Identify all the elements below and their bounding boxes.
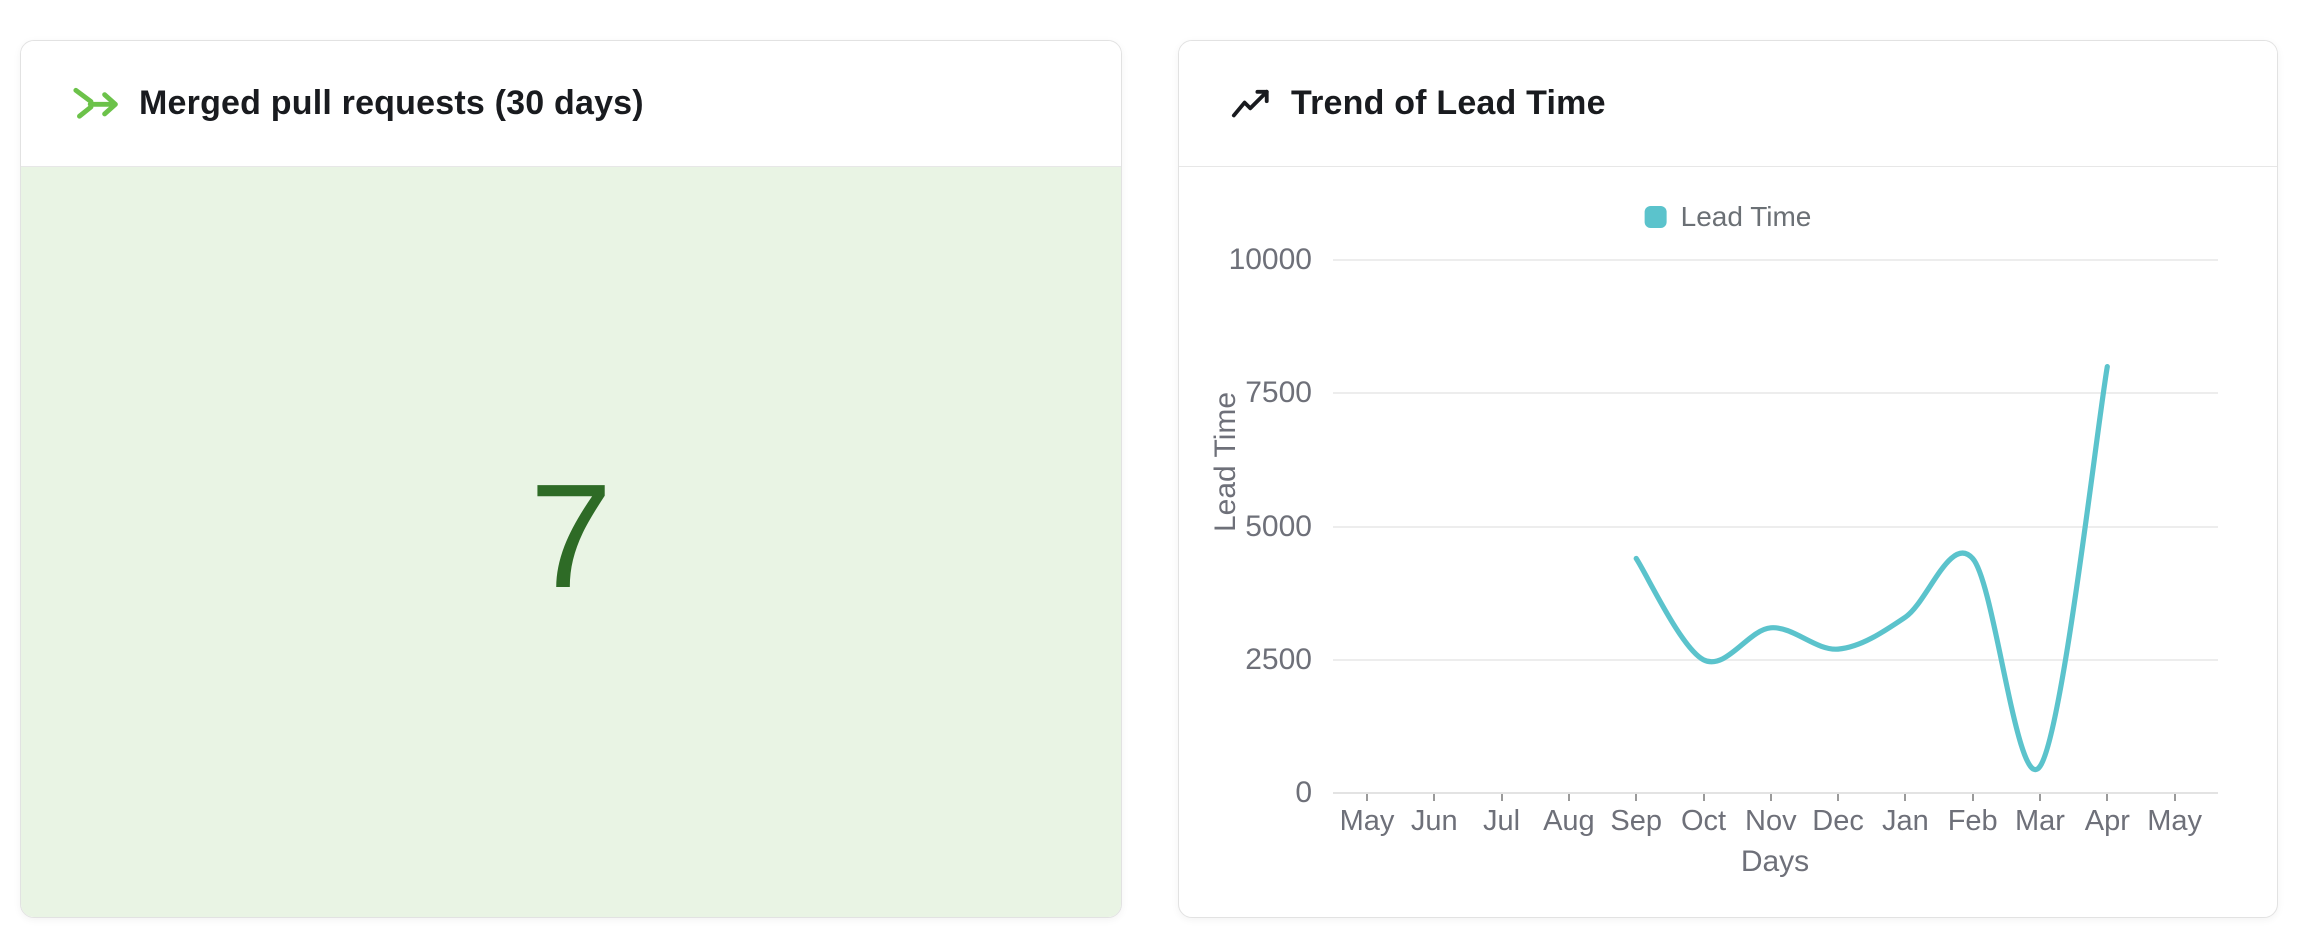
legend-item-lead-time[interactable]: Lead Time — [1644, 201, 1812, 233]
x-tick-mark — [1635, 794, 1638, 801]
x-tick-mark — [2106, 794, 2109, 801]
y-tick-label: 7500 — [1245, 376, 1312, 410]
x-tick-label: Apr — [2084, 805, 2130, 837]
git-merge-icon — [73, 86, 119, 122]
legend-swatch — [1644, 206, 1667, 228]
x-tick-mark — [1769, 794, 1772, 801]
x-axis-name: Days — [1740, 845, 1810, 878]
lead-time-chart: Lead Time 0 2500 5000 7500 10000 May Jun Jul Aug… — [1179, 167, 2277, 917]
lead-time-trend-header: Trend of Lead Time — [1179, 41, 2277, 167]
gridline — [1333, 259, 2218, 261]
trending-up-icon — [1231, 88, 1271, 120]
chart-plot-area: 0 2500 5000 7500 10000 May Jun Jul Aug Sep Oct Nov D… — [1179, 167, 2277, 917]
x-tick-mark — [1567, 794, 1570, 801]
merged-pull-requests-count: 7 — [529, 453, 613, 619]
x-tick-mark — [1500, 794, 1503, 801]
y-tick-label: 10000 — [1228, 243, 1312, 276]
x-tick-label: Dec — [1812, 805, 1864, 837]
merged-pull-requests-header: Merged pull requests (30 days) — [21, 41, 1121, 167]
x-tick-label: Feb — [1947, 805, 1998, 837]
x-tick-label: May — [1339, 805, 1395, 837]
x-axis-line — [1333, 792, 2218, 794]
y-tick-label: 0 — [1295, 776, 1312, 809]
merged-pull-requests-card: Merged pull requests (30 days) 7 — [20, 40, 1122, 918]
x-tick-label: Mar — [2015, 805, 2065, 837]
y-axis-name: Lead Time — [1209, 391, 1242, 533]
y-tick-label: 5000 — [1245, 509, 1312, 543]
x-tick-label: Jun — [1410, 805, 1458, 837]
y-tick-label: 2500 — [1245, 642, 1312, 676]
x-tick-label: Jan — [1882, 805, 1929, 837]
lead-time-trend-card: Trend of Lead Time Lead Time 0 2500 5000 75… — [1178, 40, 2278, 918]
gridline — [1333, 525, 2218, 528]
x-tick-mark — [2173, 794, 2176, 801]
x-tick-mark — [2039, 794, 2041, 801]
legend-label: Lead Time — [1680, 201, 1812, 232]
merged-pull-requests-title: Merged pull requests (30 days) — [139, 84, 644, 122]
merged-pull-requests-body: 7 — [21, 167, 1121, 917]
gridline — [1333, 658, 2218, 661]
x-tick-label: Sep — [1610, 805, 1662, 837]
lead-time-line-chart — [1633, 364, 2110, 773]
x-tick-label: Nov — [1745, 805, 1797, 837]
x-tick-mark — [1366, 794, 1368, 801]
gridline — [1333, 392, 2218, 395]
lead-time-trend-title: Trend of Lead Time — [1291, 84, 1606, 122]
x-tick-label: Jul — [1483, 805, 1521, 837]
x-tick-label: Oct — [1680, 805, 1727, 837]
x-tick-mark — [1433, 794, 1436, 801]
x-tick-mark — [1702, 794, 1705, 801]
x-tick-mark — [1971, 794, 1974, 801]
x-tick-label: Aug — [1543, 805, 1595, 837]
chart-line-lead-time — [1633, 364, 2110, 773]
x-tick-mark — [1837, 794, 1840, 801]
x-tick-label: May — [2147, 805, 2202, 837]
x-tick-mark — [1904, 794, 1907, 801]
